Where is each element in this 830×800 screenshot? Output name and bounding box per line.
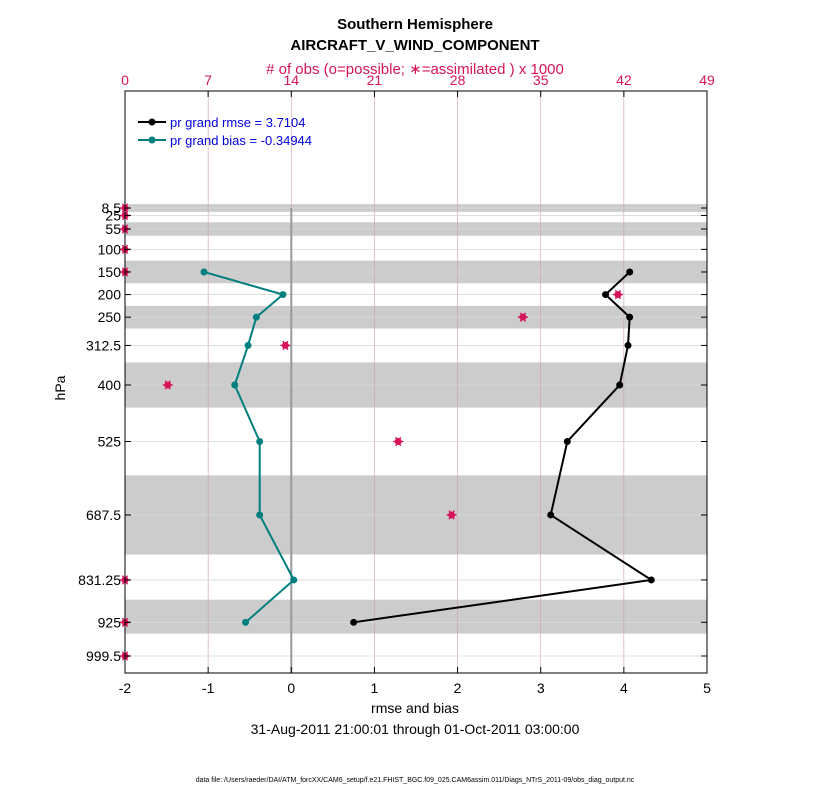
y-tick-label-9: 525 — [98, 433, 122, 449]
y-tick-label-11: 831.25 — [78, 572, 121, 588]
x-tick-label-3: 1 — [371, 680, 379, 696]
series-point-bias-4 — [231, 381, 239, 389]
obs-assimilated-13 — [446, 510, 457, 520]
date-range: 31-Aug-2011 21:00:01 through 01-Oct-2011… — [251, 721, 580, 737]
legend: pr grand rmse = 3.7104 pr grand bias = -… — [138, 115, 312, 148]
top-axis-ticks: 0 7 14 21 28 35 42 49 — [121, 72, 715, 97]
obs-assimilated-8 — [162, 380, 173, 390]
x-tick-label-5: 3 — [537, 680, 545, 696]
x-tick-label-7: 5 — [703, 680, 711, 696]
y-tick-label-7: 312.5 — [86, 337, 121, 353]
obs-star-stroke — [282, 340, 289, 351]
top-tick-label-3: 21 — [367, 72, 383, 88]
series-point-rmse-3 — [624, 341, 632, 349]
y-tick-label-0: 8.5 — [102, 200, 122, 216]
top-tick-label-2: 14 — [283, 72, 299, 88]
data-series — [200, 268, 655, 626]
top-tick-label-0: 0 — [121, 72, 129, 88]
top-tick-label-6: 42 — [616, 72, 632, 88]
obs-star-stroke — [164, 380, 171, 390]
x-tick-label-6: 4 — [620, 680, 628, 696]
y-tick-label-4: 150 — [98, 264, 122, 280]
top-tick-label-1: 7 — [204, 72, 212, 88]
x-tick-label-1: -1 — [202, 680, 215, 696]
series-point-bias-2 — [252, 313, 260, 321]
obs-assimilated-11 — [517, 312, 528, 322]
legend-bias: pr grand bias = -0.34944 — [170, 133, 312, 148]
shaded-bands — [125, 204, 707, 634]
y-tick-label-12: 925 — [98, 614, 122, 630]
top-tick-label-5: 35 — [533, 72, 549, 88]
x-tick-label-2: 0 — [287, 680, 295, 696]
obs-star-stroke — [448, 510, 455, 520]
obs-star-stroke — [614, 289, 622, 300]
x-axis-ticks: -2 -1 0 1 2 3 4 5 — [119, 667, 711, 696]
series-point-rmse-0 — [626, 268, 634, 276]
x-tick-label-0: -2 — [119, 680, 132, 696]
series-point-rmse-8 — [350, 618, 358, 626]
series-point-rmse-5 — [563, 437, 571, 445]
series-point-rmse-6 — [547, 511, 555, 519]
legend-bias-marker — [148, 136, 156, 144]
legend-rmse-marker — [148, 118, 156, 126]
series-point-rmse-2 — [626, 313, 634, 321]
x-axis-label: rmse and bias — [371, 700, 459, 716]
obs-assimilated-12 — [393, 436, 404, 447]
plot-frame — [124, 90, 708, 674]
series-point-bias-0 — [200, 268, 208, 276]
y-tick-label-10: 687.5 — [86, 507, 121, 523]
footer-data-file: data file: /Users/raeder/DAI/ATM_forcXX/… — [196, 777, 635, 784]
y-tick-label-5: 200 — [98, 287, 122, 303]
y-tick-label-6: 250 — [98, 309, 122, 325]
series-point-bias-7 — [290, 576, 298, 584]
series-point-bias-3 — [244, 341, 252, 349]
y-tick-label-2: 55 — [105, 221, 121, 237]
top-tick-label-7: 49 — [699, 72, 715, 88]
obs-assimilated-10 — [612, 289, 623, 300]
y-tick-label-3: 100 — [98, 241, 122, 257]
y-tick-label-13: 999.5 — [86, 648, 121, 664]
top-axis-label: # of obs (o=possible; ∗=assimilated ) x … — [266, 61, 564, 78]
series-point-bias-1 — [279, 291, 287, 299]
y-tick-label-8: 400 — [98, 377, 122, 393]
series-point-bias-6 — [256, 511, 264, 519]
obs-assimilated-9 — [280, 340, 291, 351]
series-point-rmse-1 — [602, 291, 610, 299]
obs-star-stroke — [395, 436, 402, 447]
top-tick-label-4: 28 — [450, 72, 466, 88]
series-point-bias-8 — [242, 618, 250, 626]
chart-subtitle: AIRCRAFT_V_WIND_COMPONENT — [290, 37, 539, 54]
series-point-bias-5 — [256, 437, 264, 445]
series-point-rmse-4 — [616, 381, 624, 389]
legend-rmse: pr grand rmse = 3.7104 — [170, 115, 306, 130]
y-tick-label-1: 25 — [105, 207, 121, 223]
series-point-rmse-7 — [647, 576, 655, 584]
y-axis-label: hPa — [52, 375, 68, 400]
shaded-band-6 — [125, 599, 707, 634]
obs-star-stroke — [519, 312, 527, 322]
chart-title: Southern Hemisphere — [337, 16, 493, 33]
x-tick-label-4: 2 — [454, 680, 462, 696]
